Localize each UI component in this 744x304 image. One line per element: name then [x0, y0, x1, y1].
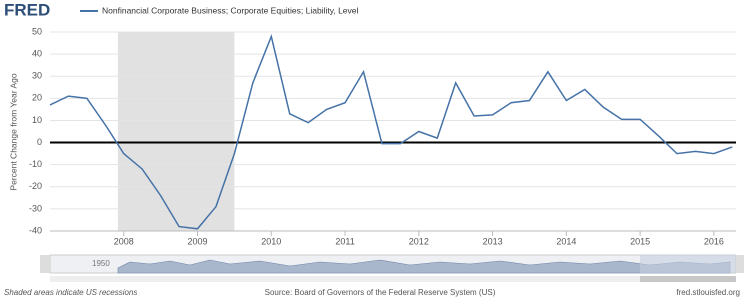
plot-area: -40 -30 -20 -10 0 10 20 30 40 50 2008 2009 2010 2011 2…	[29, 26, 736, 246]
x-tick-label: 2009	[188, 236, 208, 246]
x-tick-label: 2011	[335, 236, 354, 246]
y-tick-label: 40	[32, 48, 42, 58]
y-tick-label: 0	[37, 137, 42, 147]
y-tick-label: -40	[29, 225, 42, 235]
scroll-left[interactable]	[40, 255, 50, 273]
footer-link[interactable]: fred.stlouisfed.org	[676, 288, 740, 297]
series-line	[49, 33, 733, 230]
recession-band	[117, 32, 235, 231]
x-tick-label: 2013	[483, 236, 503, 246]
x-tick-label: 2014	[556, 236, 576, 246]
y-tick-label: 10	[32, 115, 42, 125]
navigator-label: 1950	[92, 259, 110, 268]
scroll-right[interactable]	[736, 255, 744, 273]
x-tick-label: 2010	[261, 236, 281, 246]
x-tick-label: 2015	[630, 236, 650, 246]
legend-label[interactable]: Nonfinancial Corporate Business; Corpora…	[102, 5, 359, 15]
y-tick-label: -10	[29, 159, 42, 169]
scrollbar[interactable]	[50, 276, 736, 282]
y-tick-label: 50	[32, 26, 42, 36]
x-tick-label: 2008	[114, 236, 134, 246]
navigator-window[interactable]	[640, 255, 736, 273]
y-tick-label: -20	[29, 181, 42, 191]
y-tick-label: 30	[32, 71, 42, 81]
y-tick-label: 20	[32, 93, 42, 103]
x-tick-label: 2012	[409, 236, 429, 246]
footer-note: Shaded areas indicate US recessions	[4, 288, 137, 297]
x-tick-label: 2016	[704, 236, 724, 246]
logo: FRED	[4, 0, 50, 19]
y-axis-label: Percent Change from Year Ago	[8, 73, 18, 190]
footer-source: Source: Board of Governors of the Federa…	[265, 288, 496, 297]
scrollbar-thumb[interactable]	[640, 276, 736, 282]
y-tick-label: -30	[29, 203, 42, 213]
